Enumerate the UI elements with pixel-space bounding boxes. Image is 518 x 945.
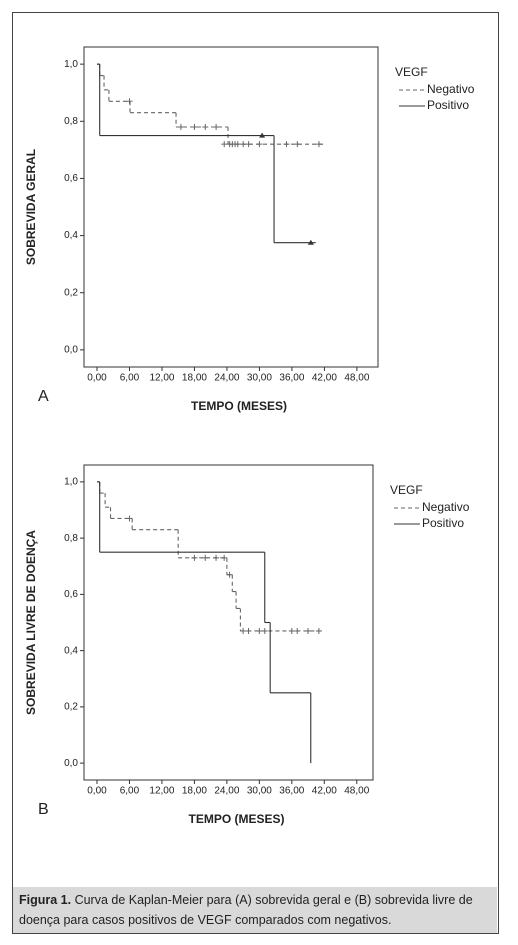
censor-mark bbox=[307, 239, 314, 245]
censor-mark bbox=[226, 571, 233, 578]
censor-mark bbox=[221, 141, 228, 148]
censor-mark bbox=[245, 141, 252, 148]
censor-mark bbox=[240, 627, 247, 634]
x-tick-label: 6,00 bbox=[120, 786, 140, 797]
censor-mark bbox=[315, 627, 322, 634]
x-tick-label: 18,00 bbox=[182, 786, 207, 797]
censor-mark bbox=[288, 627, 295, 634]
legend-label: Negativo bbox=[427, 82, 475, 96]
frame bbox=[12, 12, 499, 934]
censor-mark bbox=[256, 141, 263, 148]
x-tick-label: 48,00 bbox=[344, 786, 369, 797]
x-tick-label: 30,00 bbox=[247, 373, 272, 384]
y-tick-label: 0,4 bbox=[64, 645, 78, 656]
x-tick-label: 30,00 bbox=[247, 786, 272, 797]
x-axis-label: TEMPO (MESES) bbox=[188, 812, 284, 826]
plot-area bbox=[83, 464, 374, 781]
censor-mark bbox=[177, 124, 184, 130]
x-tick-label: 24,00 bbox=[214, 373, 239, 384]
x-tick-label: 48,00 bbox=[344, 373, 369, 384]
y-axis-label: SOBREVIDA LIVRE DE DOENÇA bbox=[24, 530, 38, 715]
x-tick-label: 12,00 bbox=[149, 786, 174, 797]
y-tick-label: 0,0 bbox=[64, 344, 78, 355]
y-tick-label: 0,2 bbox=[64, 702, 78, 713]
x-tick-label: 42,00 bbox=[312, 373, 337, 384]
x-tick-label: 36,00 bbox=[279, 786, 304, 797]
censor-mark bbox=[240, 141, 247, 148]
panel-label: A bbox=[38, 388, 49, 405]
legend-title: VEGF bbox=[395, 65, 428, 79]
censor-mark bbox=[126, 98, 133, 105]
y-tick-label: 1,0 bbox=[64, 477, 78, 488]
x-tick-label: 36,00 bbox=[279, 373, 304, 384]
legend-title: VEGF bbox=[390, 483, 423, 497]
censor-mark bbox=[283, 141, 290, 148]
censor-mark bbox=[294, 627, 301, 634]
plot-area bbox=[83, 46, 379, 368]
y-tick-label: 0,6 bbox=[64, 173, 78, 184]
censor-mark bbox=[126, 515, 133, 522]
censor-mark bbox=[202, 554, 209, 561]
x-tick-label: 24,00 bbox=[214, 786, 239, 797]
legend-label: Negativo bbox=[422, 500, 470, 514]
censor-mark bbox=[315, 141, 322, 148]
censor-mark bbox=[261, 627, 268, 634]
censor-mark bbox=[245, 627, 252, 634]
caption-text: Curva de Kaplan-Meier para (A) sobrevida… bbox=[19, 893, 473, 927]
x-axis-label: TEMPO (MESES) bbox=[191, 399, 287, 413]
legend-label: Positivo bbox=[427, 98, 469, 112]
censor-mark bbox=[191, 124, 198, 130]
y-tick-label: 0,0 bbox=[64, 758, 78, 769]
y-axis-label: SOBREVIDA GERAL bbox=[24, 149, 38, 265]
caption: Figura 1. Curva de Kaplan-Meier para (A)… bbox=[13, 887, 497, 933]
y-tick-label: 0,8 bbox=[64, 116, 78, 127]
censor-mark bbox=[259, 132, 266, 138]
x-tick-label: 18,00 bbox=[182, 373, 207, 384]
y-tick-label: 0,2 bbox=[64, 287, 78, 298]
x-tick-label: 12,00 bbox=[149, 373, 174, 384]
panel-label: B bbox=[38, 801, 49, 818]
y-tick-label: 0,4 bbox=[64, 230, 78, 241]
legend-label: Positivo bbox=[422, 516, 464, 530]
caption-label: Figura 1. bbox=[19, 893, 72, 907]
x-tick-label: 0,00 bbox=[87, 786, 107, 797]
censor-mark bbox=[221, 554, 228, 561]
x-tick-label: 42,00 bbox=[312, 786, 337, 797]
censor-mark bbox=[191, 554, 198, 561]
y-tick-label: 0,6 bbox=[64, 589, 78, 600]
censor-mark bbox=[305, 627, 312, 634]
censor-mark bbox=[256, 627, 263, 634]
y-tick-label: 0,8 bbox=[64, 533, 78, 544]
censor-mark bbox=[202, 124, 209, 130]
x-tick-label: 6,00 bbox=[120, 373, 140, 384]
censor-mark bbox=[234, 141, 241, 148]
censor-mark bbox=[213, 554, 220, 561]
censor-mark bbox=[213, 124, 220, 130]
y-tick-label: 1,0 bbox=[64, 59, 78, 70]
censor-mark bbox=[294, 141, 301, 148]
x-tick-label: 0,00 bbox=[87, 373, 107, 384]
